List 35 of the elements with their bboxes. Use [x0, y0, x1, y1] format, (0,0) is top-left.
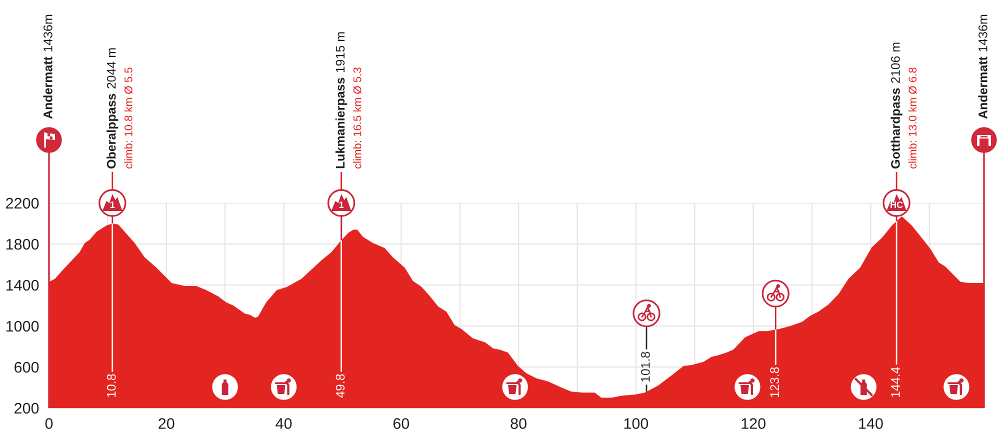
x-tick-label: 120 — [742, 418, 766, 429]
text: Lukmanierpass — [335, 78, 348, 168]
ref-line-label: 49.8 — [336, 374, 345, 398]
text: 1915 m — [336, 32, 345, 72]
text: Oberalppass — [106, 94, 118, 168]
y-tick-label: 2200 — [6, 198, 39, 209]
annotation: 101.8 — [641, 352, 650, 382]
text: Gotthardpass — [890, 88, 902, 168]
ref-line-label: 10.8 — [106, 374, 116, 398]
text: 2106 m — [891, 42, 900, 83]
ref-line-label: 144.4 — [891, 367, 900, 398]
text: climb: 10.8 km Ø 5.5 — [124, 68, 133, 169]
annotation: 123.8 — [770, 367, 779, 398]
x-tick-label: 40 — [276, 418, 292, 429]
text: Andermatt — [43, 56, 52, 119]
y-tick-label: 1000 — [6, 320, 39, 332]
y-tick-label: 200 — [14, 402, 39, 414]
text: Andermatt — [978, 56, 988, 119]
text: 2044 m — [106, 48, 116, 88]
x-tick-label: 60 — [393, 418, 410, 429]
annotation: HC — [890, 202, 903, 208]
annotation: 1 — [110, 202, 115, 208]
y-tick-label: 1800 — [6, 238, 39, 250]
x-tick-label: 140 — [859, 418, 883, 429]
text: climb: 13.0 km Ø 6.8 — [908, 68, 917, 169]
y-tick-label: 1400 — [6, 280, 39, 291]
text: 1436m — [44, 14, 52, 52]
x-tick-label: 0 — [45, 418, 53, 429]
x-tick-label: 80 — [510, 418, 526, 429]
x-tick-label: 100 — [624, 418, 648, 429]
y-tick-label: 600 — [14, 362, 39, 373]
annotation: 1 — [339, 202, 344, 208]
x-tick-label: 20 — [158, 418, 174, 429]
text: climb: 16.5 km Ø 5.3 — [353, 68, 362, 169]
text: 1436m — [978, 14, 988, 52]
